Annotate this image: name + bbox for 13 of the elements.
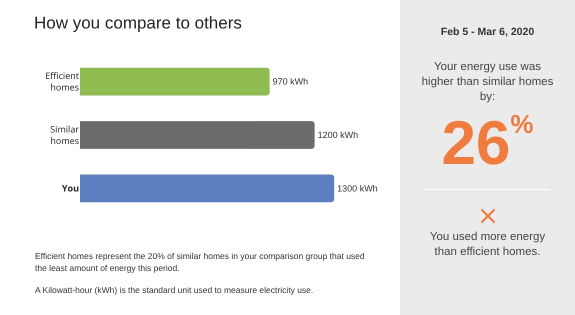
text: 26$^{%}$ bbox=[440, 108, 535, 178]
text: You used more energy than efficient homes. bbox=[428, 230, 546, 260]
y-tick-label: Similar homes bbox=[50, 122, 80, 147]
y-tick-label: You bbox=[62, 181, 80, 194]
chart-title: How you compare to others bbox=[34, 14, 242, 33]
data-label: 970 kWh bbox=[272, 76, 308, 87]
text: Efficient homes represent the 20% of similar homes in your comparison group that used the least amount of energy this period. bbox=[35, 250, 366, 275]
text: A Kilowatt-hour (kWh) is the standard unit used to measure electricity use. bbox=[35, 284, 314, 296]
text: Your energy use was higher than similar homes by: bbox=[420, 60, 554, 105]
text: Feb 5 - Mar 6, 2020 bbox=[440, 26, 536, 38]
y-tick-label: Efficient homes bbox=[45, 68, 79, 94]
data-label: 1300 kWh bbox=[337, 183, 378, 194]
data-label: 1200 kWh bbox=[318, 130, 358, 140]
